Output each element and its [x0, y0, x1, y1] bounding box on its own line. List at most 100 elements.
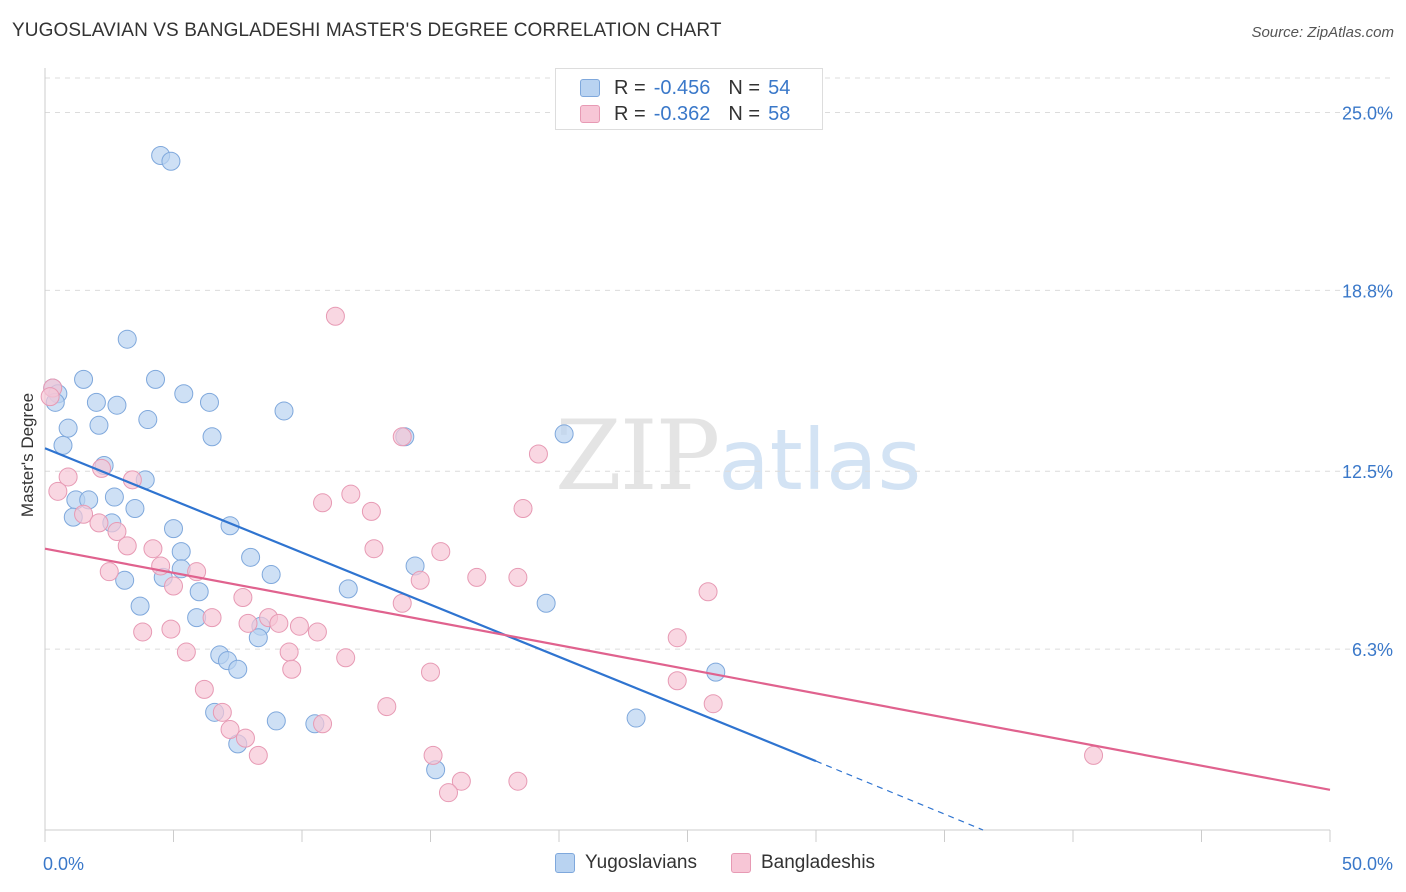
bangladeshi-point: [508, 567, 528, 587]
legend-row-yugoslavians: R = -0.456 N = 54: [580, 77, 790, 99]
legend-r-value: -0.456: [653, 76, 711, 99]
legend-n-label: N =: [728, 76, 761, 99]
legend-swatch-blue: [580, 79, 600, 97]
legend-r-label: R =: [614, 102, 646, 125]
bangladeshi-point: [421, 662, 440, 682]
bangladeshi-point: [212, 702, 232, 722]
bangladeshi-point: [667, 671, 687, 691]
bangladeshi-point: [289, 616, 309, 636]
yugoslavian-point: [107, 395, 127, 415]
yugoslavian-point: [189, 582, 209, 602]
bangladeshi-point: [431, 542, 451, 562]
y-tick-label: 25.0%: [1342, 103, 1393, 123]
bangladeshi-point: [58, 467, 78, 487]
bangladeshi-trendline: [44, 547, 1331, 791]
bangladeshi-point: [220, 720, 240, 740]
bangladeshi-point: [99, 562, 119, 582]
legend-n-value: 58: [768, 102, 791, 125]
yugoslavian-point: [130, 596, 150, 616]
yugoslavian-point: [58, 418, 78, 438]
bangladeshi-point: [325, 306, 345, 326]
bangladeshi-point: [161, 619, 181, 639]
yugoslavian-trendline-extension: [815, 760, 984, 831]
legend-item-bangladeshis: Bangladeshis: [730, 852, 876, 874]
legend-item-yugoslavians: Yugoslavians: [555, 852, 697, 874]
y-tick-label: 12.5%: [1342, 462, 1393, 482]
yugoslavian-point: [174, 384, 194, 404]
legend-swatch-blue: [555, 853, 575, 873]
yugoslavian-point: [164, 519, 183, 539]
stats-legend: R = -0.456 N = 54 R = -0.362 N = 58: [555, 68, 823, 130]
y-tick-label: 18.8%: [1342, 281, 1393, 301]
legend-r-value: -0.362: [653, 102, 711, 125]
bangladeshi-point: [392, 427, 412, 447]
bangladeshi-point: [233, 588, 253, 608]
bangladeshi-point: [438, 783, 458, 803]
legend-label: Bangladeshis: [760, 852, 876, 873]
yugoslavian-point: [104, 487, 124, 507]
bangladeshi-point: [143, 539, 163, 559]
yugoslavian-point: [338, 579, 358, 599]
series-legend: Yugoslavians Bangladeshis: [555, 852, 909, 874]
bangladeshi-point: [423, 745, 443, 765]
legend-swatch-pink: [730, 853, 751, 873]
y-tick-label: 6.3%: [1352, 640, 1393, 660]
legend-swatch-pink: [580, 105, 600, 123]
bangladeshi-point: [451, 771, 471, 791]
chart-title: YUGOSLAVIAN VS BANGLADESHI MASTER'S DEGR…: [12, 20, 722, 41]
bangladeshi-point: [364, 539, 384, 559]
bangladeshi-point: [117, 536, 137, 556]
yugoslavian-point: [274, 401, 294, 421]
bangladeshi-point: [341, 484, 361, 504]
source-label: Source: ZipAtlas.com: [1251, 24, 1394, 41]
yugoslavian-point: [554, 424, 574, 444]
yugoslavian-point: [53, 435, 73, 455]
yugoslavian-point: [266, 711, 286, 731]
yugoslavian-point: [115, 570, 135, 590]
bangladeshi-point: [133, 622, 153, 642]
yugoslavian-point: [228, 659, 248, 679]
yugoslavian-trendline: [44, 447, 817, 763]
yugoslavian-point: [626, 708, 646, 728]
yugoslavian-point: [117, 329, 137, 349]
bangladeshi-point: [269, 613, 289, 633]
bangladeshi-point: [279, 642, 299, 662]
yugoslavian-point: [146, 369, 166, 389]
bangladeshi-point: [40, 387, 60, 407]
yugoslavian-point: [161, 151, 181, 171]
yugoslavian-point: [536, 593, 556, 613]
yugoslavian-point: [171, 542, 191, 562]
bangladeshi-point: [377, 697, 397, 717]
bangladeshi-point: [74, 504, 94, 524]
bangladeshi-point: [194, 679, 214, 699]
yugoslavian-point: [199, 392, 219, 412]
bangladeshi-point: [508, 771, 528, 791]
yugoslavian-point: [138, 410, 158, 430]
bangladeshi-point: [513, 499, 533, 519]
legend-r-label: R =: [614, 76, 646, 99]
bangladeshi-point: [248, 745, 268, 765]
legend-n-label: N =: [728, 102, 761, 125]
bangladeshi-point: [238, 613, 258, 633]
watermark-atlas: atlas: [718, 411, 922, 509]
yugoslavian-point: [74, 369, 94, 389]
watermark-zip: ZIP: [555, 400, 720, 512]
yugoslavian-point: [241, 547, 261, 567]
bangladeshi-point: [336, 648, 356, 668]
bangladeshi-point: [307, 622, 327, 642]
bangladeshi-point: [202, 608, 222, 628]
bangladeshi-point: [282, 659, 302, 679]
bangladeshi-point: [528, 444, 548, 464]
watermark: ZIPatlas: [555, 400, 921, 512]
bangladeshi-point: [410, 570, 430, 590]
yugoslavian-point: [202, 427, 222, 447]
bangladeshi-point: [703, 694, 723, 714]
yugoslavian-point: [261, 565, 281, 585]
legend-row-bangladeshis: R = -0.362 N = 58: [580, 103, 790, 125]
bangladeshi-point: [467, 567, 487, 587]
bangladeshi-point: [313, 714, 333, 734]
bangladeshi-point: [667, 628, 687, 648]
bangladeshi-point: [361, 501, 381, 521]
yugoslavian-point: [89, 415, 109, 435]
